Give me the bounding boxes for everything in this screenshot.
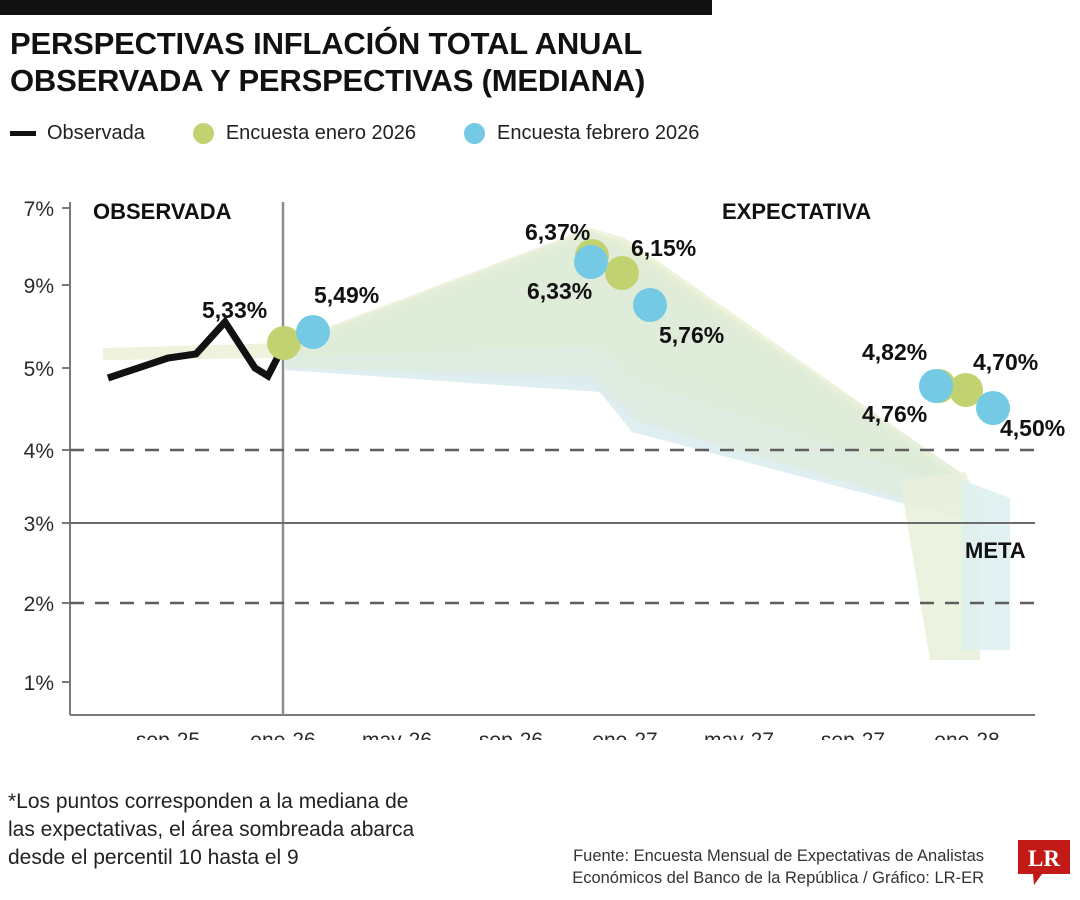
y-tick-label-0: 7% <box>24 198 54 221</box>
y-tick-label-3: 4% <box>24 440 54 463</box>
data-point-enero-5 <box>949 373 983 407</box>
x-tick-label-0: sep-25 <box>136 729 200 740</box>
band-right-tail <box>900 472 980 660</box>
value-label-4-76: 4,76% <box>862 401 927 427</box>
x-tick-label-3: sep-26 <box>479 729 543 740</box>
data-point-febrero-3 <box>633 288 667 322</box>
y-tick-label-4: 3% <box>24 513 54 536</box>
y-axis-ticks <box>62 207 70 683</box>
x-tick-label-1: ene-26 <box>250 729 315 740</box>
series-markers-febrero-2026 <box>296 245 1010 425</box>
value-label-6-37: 6,37% <box>525 219 590 245</box>
annotation-observada: OBSERVADA <box>93 199 232 224</box>
data-point-febrero-5 <box>976 391 1010 425</box>
y-tick-label-5: 2% <box>24 593 54 616</box>
value-label-6-33: 6,33% <box>527 278 592 304</box>
footnote: *Los puntos corresponden a la mediana de… <box>8 788 478 872</box>
band-right-tail-blue <box>962 480 1010 650</box>
footnote-line-2: las expectativas, el área sombreada abar… <box>8 817 415 841</box>
chart-plot-area: 7% 9% 5% 4% 3% 2% 1% sep-25 ene-26 may-2… <box>0 180 1080 740</box>
footnote-line-3: desde el percentil 10 hasta el 9 <box>8 845 299 869</box>
lr-logo-icon: LR <box>1016 838 1072 886</box>
top-accent-bar <box>0 0 712 15</box>
line-swatch-icon <box>10 131 36 136</box>
y-axis-labels: 7% 9% 5% 4% 3% 2% 1% <box>24 198 54 695</box>
data-point-febrero-1 <box>296 315 330 349</box>
x-tick-label-2: may-26 <box>362 729 432 740</box>
x-tick-label-4: ene-27 <box>592 729 657 740</box>
legend-label-observada: Observada <box>47 122 145 144</box>
source-line-2: Económicos del Banco de la República / G… <box>572 869 984 888</box>
band-combined-mid <box>285 238 962 508</box>
data-point-febrero-2 <box>574 245 608 279</box>
value-label-6-15: 6,15% <box>631 235 696 261</box>
value-label-4-50: 4,50% <box>1000 415 1065 441</box>
lr-logo-text: LR <box>1028 846 1060 871</box>
annotation-expectativa: EXPECTATIVA <box>722 199 871 224</box>
percentile-bands <box>103 228 1010 660</box>
data-point-enero-1 <box>267 326 301 360</box>
dot-swatch-icon-blue <box>464 123 485 144</box>
source-credit: Fuente: Encuesta Mensual de Expectativas… <box>572 845 984 890</box>
data-point-enero-3 <box>605 256 639 290</box>
legend-label-encuesta-febrero: Encuesta febrero 2026 <box>497 122 700 144</box>
footnote-line-1: *Los puntos corresponden a la mediana de <box>8 790 409 813</box>
page-title-line-2: OBSERVADA Y PERSPECTIVAS (MEDIANA) <box>10 62 646 98</box>
legend-item-encuesta-febrero: Encuesta febrero 2026 <box>464 122 699 145</box>
y-tick-label-1: 9% <box>24 275 54 298</box>
annotation-meta: META <box>965 538 1026 563</box>
source-line-1: Fuente: Encuesta Mensual de Expectativas… <box>573 847 984 865</box>
value-label-4-82: 4,82% <box>862 339 927 365</box>
series-line-observada <box>106 316 289 382</box>
legend-item-encuesta-enero: Encuesta enero 2026 <box>192 122 416 145</box>
x-tick-label-5: may-27 <box>704 729 774 740</box>
chart-legend: Observada Encuesta enero 2026 Encuesta f… <box>10 122 699 145</box>
x-tick-label-7: ene-28 <box>934 729 999 740</box>
value-label-4-70: 4,70% <box>973 349 1038 375</box>
value-label-5-76: 5,76% <box>659 322 724 348</box>
x-tick-label-6: sep-27 <box>821 729 885 740</box>
page-title: PERSPECTIVAS INFLACIÓN TOTAL ANUAL OBSER… <box>10 26 1060 99</box>
legend-label-encuesta-enero: Encuesta enero 2026 <box>225 122 416 144</box>
dot-swatch-icon-green <box>192 123 214 144</box>
legend-item-observada: Observada <box>10 122 145 145</box>
data-point-febrero-4 <box>919 369 953 403</box>
y-tick-label-2: 5% <box>24 358 54 381</box>
value-label-5-49: 5,49% <box>314 282 379 308</box>
x-axis-labels: sep-25 ene-26 may-26 sep-26 ene-27 may-2… <box>136 729 1000 740</box>
y-tick-label-6: 1% <box>24 672 54 695</box>
data-value-labels: 5,33% 5,49% 6,37% 6,33% 6,15% 5,76% 4,82… <box>202 219 1065 441</box>
page-title-line-1: PERSPECTIVAS INFLACIÓN TOTAL ANUAL <box>10 26 643 61</box>
value-label-5-33: 5,33% <box>202 297 267 323</box>
